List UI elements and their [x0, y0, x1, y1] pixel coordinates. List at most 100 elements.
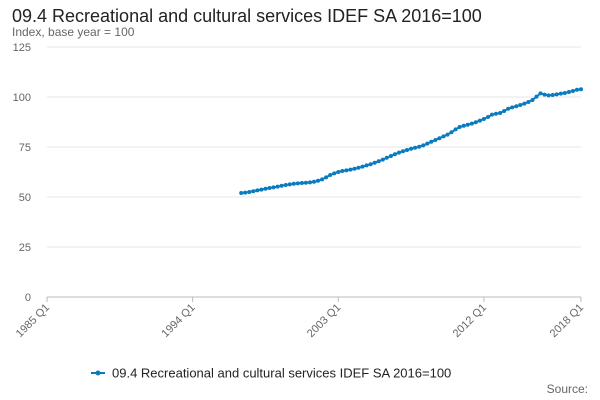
data-point [558, 91, 563, 96]
data-point [522, 101, 527, 106]
data-point [320, 177, 325, 182]
data-point [506, 106, 511, 111]
data-point [392, 152, 397, 157]
data-point [441, 134, 446, 139]
data-point [243, 190, 248, 195]
data-point [255, 188, 260, 193]
data-point [405, 148, 409, 152]
source-label: Source: [546, 382, 588, 396]
data-point [429, 139, 434, 144]
data-point [356, 165, 361, 170]
data-point [247, 190, 252, 194]
data-point [368, 162, 373, 167]
data-point [279, 183, 284, 188]
data-point [263, 186, 268, 191]
data-point [328, 173, 333, 177]
data-point [259, 187, 264, 192]
data-point [413, 145, 418, 150]
y-tick-label: 75 [19, 142, 31, 154]
data-point [461, 123, 466, 128]
data-point [271, 185, 276, 190]
x-tick-label: 2018 Q1 [548, 302, 586, 340]
y-tick-label: 100 [13, 92, 31, 104]
data-point [510, 105, 515, 110]
data-point [477, 118, 482, 123]
data-point [575, 87, 579, 92]
data-point [303, 180, 308, 185]
data-point [360, 164, 365, 169]
data-point [425, 141, 430, 146]
data-point [344, 168, 349, 173]
data-point [490, 112, 494, 117]
data-point [251, 189, 256, 194]
data-point [514, 104, 519, 109]
data-point [546, 93, 551, 98]
data-point [554, 92, 559, 97]
data-point [562, 91, 567, 95]
legend-marker [95, 370, 101, 376]
x-axis-ticks: 1985 Q1 1994 Q1 2003 Q1 2012 Q1 2018 Q1 [14, 297, 586, 340]
data-point [550, 93, 555, 97]
data-point [275, 184, 280, 189]
data-point [570, 89, 575, 93]
data-point [465, 122, 470, 127]
y-tick-label: 0 [25, 292, 31, 304]
data-point [421, 143, 426, 148]
data-point [239, 191, 244, 195]
y-tick-label: 25 [19, 242, 31, 254]
data-point [308, 180, 312, 185]
data-point [417, 144, 422, 149]
data-point [388, 154, 393, 158]
chart-title: 09.4 Recreational and cultural services … [12, 6, 482, 26]
data-point [481, 117, 486, 121]
data-point [384, 155, 389, 160]
data-point [445, 132, 450, 137]
x-tick-label: 1994 Q1 [159, 302, 197, 340]
y-tick-label: 125 [13, 42, 31, 54]
data-point [437, 136, 442, 141]
data-point [332, 171, 337, 176]
data-point [566, 90, 571, 94]
legend[interactable]: 09.4 Recreational and cultural services … [91, 366, 451, 381]
data-point [453, 127, 458, 132]
data-point [530, 98, 535, 102]
data-point [324, 175, 329, 180]
data-point [376, 159, 381, 164]
data-point [299, 181, 304, 185]
data-point [336, 170, 341, 174]
data-point [283, 183, 288, 187]
legend-label: 09.4 Recreational and cultural services … [112, 366, 451, 381]
data-point [502, 109, 507, 113]
x-tick-label: 1985 Q1 [14, 302, 52, 340]
series-line [240, 88, 582, 194]
data-point [340, 169, 345, 173]
data-point [486, 115, 490, 119]
data-point [295, 181, 300, 186]
data-point [348, 167, 353, 172]
data-point [372, 160, 377, 165]
data-point [316, 178, 320, 183]
y-axis-tick-labels: 0 25 50 75 100 125 [13, 42, 31, 304]
data-point [380, 157, 385, 162]
data-point [526, 100, 531, 104]
data-point [287, 182, 292, 187]
data-point [473, 120, 478, 125]
data-point [542, 92, 547, 97]
data-point [401, 149, 405, 154]
data-point [267, 186, 272, 190]
data-point [364, 163, 369, 168]
x-tick-label: 2003 Q1 [305, 302, 343, 340]
data-point [291, 181, 296, 186]
data-point [433, 138, 438, 142]
data-point [449, 130, 454, 135]
data-point [352, 166, 357, 171]
data-point [397, 150, 401, 155]
data-point [538, 91, 543, 96]
data-point [312, 179, 316, 184]
chart-subtitle: Index, base year = 100 [12, 25, 135, 39]
x-tick-label: 2012 Q1 [451, 302, 489, 340]
data-point [494, 111, 498, 116]
data-point [457, 125, 462, 129]
data-point [579, 87, 583, 92]
